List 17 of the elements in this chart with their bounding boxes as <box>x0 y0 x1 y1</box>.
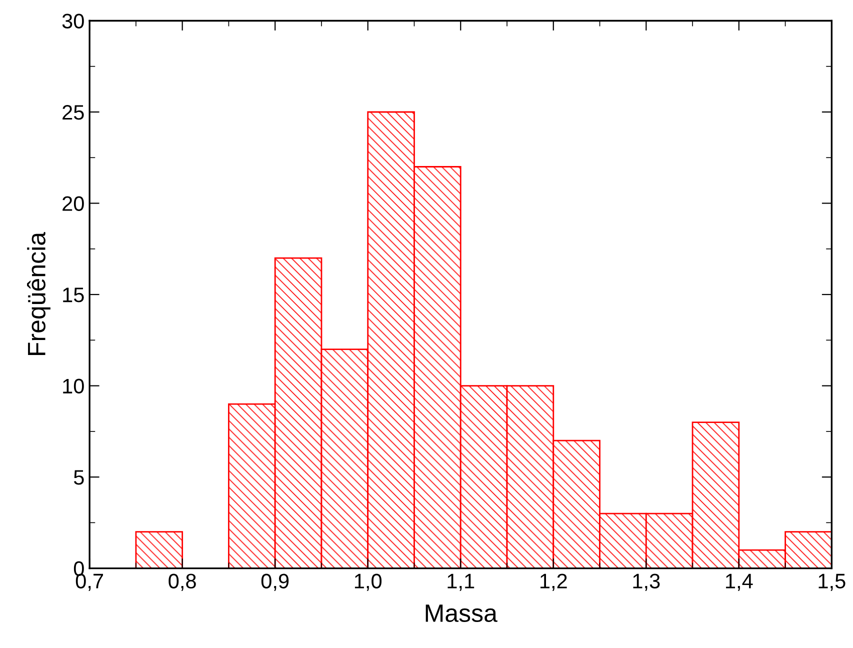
y-tick-label: 20 <box>62 196 84 212</box>
y-axis-title: Freqüência <box>27 232 50 355</box>
y-tick-label: 10 <box>63 378 84 394</box>
x-tick-label: 1,1 <box>448 574 474 591</box>
y-tick-label: 25 <box>62 104 84 120</box>
x-tick-label: 1,0 <box>354 574 382 591</box>
x-tick-label: 1,4 <box>726 574 753 591</box>
x-axis-title: Massa <box>426 604 498 622</box>
x-tick-label: 0,7 <box>76 574 103 591</box>
x-tick-label: 0,9 <box>261 574 289 591</box>
x-tick-label: 1,5 <box>818 574 846 591</box>
y-tick-label: 15 <box>63 288 84 302</box>
x-tick-label: 1,3 <box>633 574 660 591</box>
y-tick-label: 5 <box>74 470 84 485</box>
x-tick-label: 0,8 <box>168 574 196 591</box>
y-tick-label: 30 <box>62 14 84 28</box>
x-tick-label: 1,2 <box>540 574 567 591</box>
